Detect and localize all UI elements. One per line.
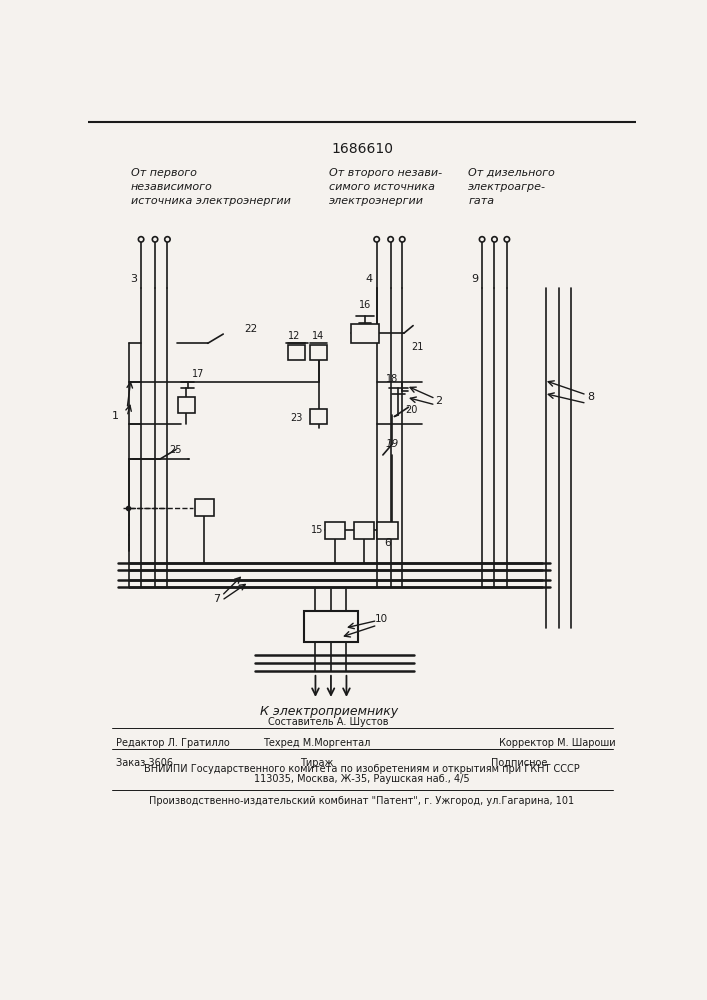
Circle shape xyxy=(492,237,497,242)
Text: 11: 11 xyxy=(324,622,338,632)
Text: 12: 12 xyxy=(288,331,300,341)
Text: Корректор М. Шароши: Корректор М. Шароши xyxy=(499,738,616,748)
Text: 25: 25 xyxy=(170,445,182,455)
Text: 113035, Москва, Ж-35, Раушская наб., 4/5: 113035, Москва, Ж-35, Раушская наб., 4/5 xyxy=(254,774,469,784)
Text: Подписное: Подписное xyxy=(491,758,548,768)
Bar xyxy=(310,409,327,424)
Text: 1: 1 xyxy=(112,411,119,421)
Bar xyxy=(378,522,397,539)
Text: Техред М.Моргентал: Техред М.Моргентал xyxy=(263,738,370,748)
Text: 17: 17 xyxy=(192,369,204,379)
Bar xyxy=(310,345,327,360)
Text: Заказ 3606: Заказ 3606 xyxy=(115,758,173,768)
Text: 5: 5 xyxy=(201,502,207,512)
Text: 22: 22 xyxy=(245,324,258,334)
Text: От первого
независимого
источника электроэнергии: От первого независимого источника электр… xyxy=(131,168,291,206)
Text: 13: 13 xyxy=(312,411,325,421)
Text: 2: 2 xyxy=(435,396,443,406)
Circle shape xyxy=(399,237,405,242)
Text: 4: 4 xyxy=(366,274,373,284)
Text: От дизельного
электроагре-
гата: От дизельного электроагре- гата xyxy=(468,168,555,206)
Text: 16: 16 xyxy=(359,300,371,310)
Text: 10: 10 xyxy=(375,614,388,624)
Bar xyxy=(351,324,379,343)
Text: 7: 7 xyxy=(213,594,220,604)
Text: От второго незави-
симого источника
электроэнергии: От второго незави- симого источника элек… xyxy=(329,168,442,206)
Text: 19: 19 xyxy=(385,439,399,449)
Circle shape xyxy=(504,237,510,242)
Circle shape xyxy=(374,237,380,242)
Text: 20: 20 xyxy=(405,405,418,415)
Text: 14: 14 xyxy=(312,331,325,341)
Circle shape xyxy=(139,237,144,242)
Bar xyxy=(195,499,214,516)
Text: 3: 3 xyxy=(130,274,137,284)
Text: Редактор Л. Гратилло: Редактор Л. Гратилло xyxy=(115,738,229,748)
Text: Составитель А. Шустов: Составитель А. Шустов xyxy=(269,717,389,727)
Circle shape xyxy=(479,237,485,242)
Text: 21: 21 xyxy=(411,342,424,352)
Text: 1686610: 1686610 xyxy=(331,142,393,156)
Text: Тираж: Тираж xyxy=(300,758,334,768)
Text: 9: 9 xyxy=(471,274,478,284)
Bar xyxy=(354,522,374,539)
Bar xyxy=(177,397,194,413)
Text: 23: 23 xyxy=(290,413,303,423)
Circle shape xyxy=(152,237,158,242)
Bar xyxy=(304,611,358,642)
Text: 18: 18 xyxy=(386,374,398,384)
Circle shape xyxy=(388,237,393,242)
Text: ВНИИПИ Государственного комитета по изобретениям и открытиям при ГКНТ СССР: ВНИИПИ Государственного комитета по изоб… xyxy=(144,764,580,774)
Text: 8: 8 xyxy=(587,392,594,402)
Text: Производственно-издательский комбинат "Патент", г. Ужгород, ул.Гагарина, 101: Производственно-издательский комбинат "П… xyxy=(149,796,575,806)
Bar xyxy=(325,522,345,539)
Bar xyxy=(288,345,305,360)
Text: 6: 6 xyxy=(384,538,391,548)
Circle shape xyxy=(165,237,170,242)
Text: К электроприемнику: К электроприемнику xyxy=(259,705,397,718)
Text: 24: 24 xyxy=(180,400,192,410)
Text: 15: 15 xyxy=(311,525,323,535)
